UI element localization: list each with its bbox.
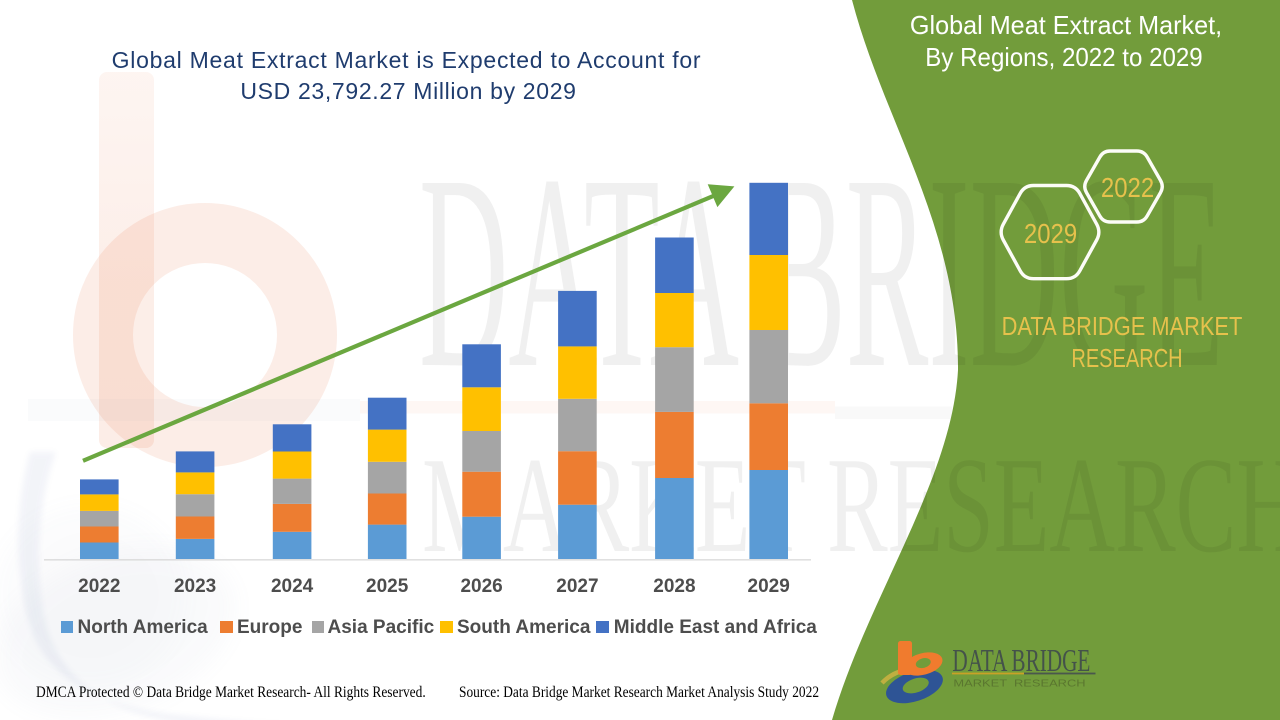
svg-text:DATA BRIDGE: DATA BRIDGE bbox=[419, 118, 1224, 426]
svg-text:MARKET RESEARCH: MARKET RESEARCH bbox=[422, 429, 1280, 581]
svg-text:MARKET RESEARCH: MARKET RESEARCH bbox=[953, 677, 1085, 689]
svg-text:DATA BRIDGE: DATA BRIDGE bbox=[952, 643, 1090, 678]
